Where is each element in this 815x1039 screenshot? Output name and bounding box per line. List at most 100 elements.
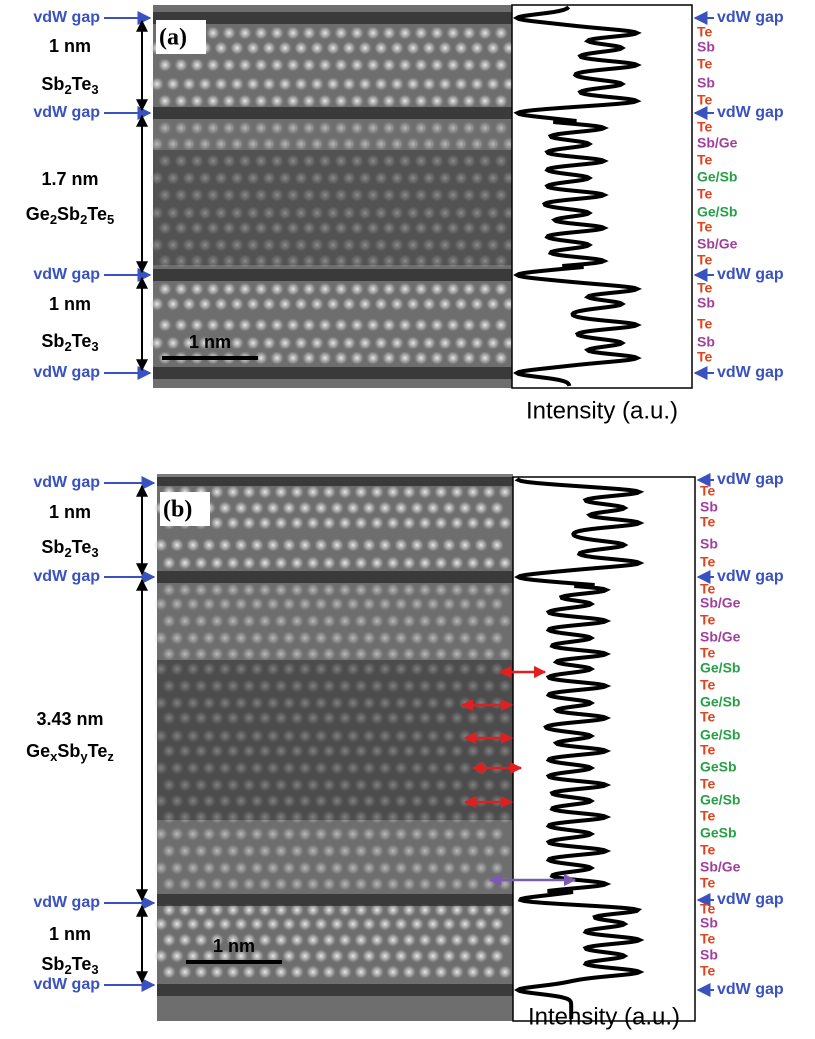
atom-column <box>214 137 228 151</box>
element-label: Te <box>700 963 716 979</box>
atom-column <box>466 711 480 725</box>
atom-column <box>498 933 512 947</box>
element-label: Sb <box>700 536 718 552</box>
atom-column <box>202 949 216 963</box>
atom-column <box>382 221 396 235</box>
atom-column <box>330 631 344 645</box>
atom-column <box>458 597 472 611</box>
atom-column <box>154 917 168 931</box>
atom-column <box>382 254 396 268</box>
atom-column <box>218 794 232 808</box>
atom-column <box>226 516 240 530</box>
atom-column <box>494 351 508 365</box>
atom-column <box>234 949 248 963</box>
atom-column <box>262 336 276 350</box>
atom-column <box>470 238 484 252</box>
atom-column <box>154 631 168 645</box>
atom-column <box>378 538 392 552</box>
atom-column <box>318 282 332 296</box>
atom-column <box>426 827 440 841</box>
atom-column <box>178 844 192 858</box>
atom-column <box>382 188 396 202</box>
atom-column <box>474 631 488 645</box>
atom-column <box>290 647 304 661</box>
atom-column <box>386 877 400 891</box>
atom-column <box>238 154 252 168</box>
atom-column <box>490 501 504 515</box>
atom-column <box>370 679 384 693</box>
atom-column <box>306 903 320 917</box>
formula-part: Te <box>72 954 92 974</box>
atom-column <box>346 917 360 931</box>
atom-column <box>450 903 464 917</box>
atom-column <box>218 597 232 611</box>
atom-column <box>390 41 404 55</box>
atom-column <box>250 761 264 775</box>
atom-column <box>414 188 428 202</box>
atom-column <box>462 188 476 202</box>
atom-column <box>242 614 256 628</box>
atom-column <box>338 556 352 570</box>
atom-column <box>198 171 212 185</box>
atom-column <box>154 696 168 710</box>
atom-column <box>166 77 180 91</box>
atom-column <box>318 26 332 40</box>
atom-column <box>426 662 440 676</box>
atom-column <box>290 711 304 725</box>
atom-column <box>310 137 324 151</box>
atom-column <box>266 696 280 710</box>
atom-column <box>442 827 456 841</box>
atom-column <box>218 501 232 515</box>
atom-column <box>442 696 456 710</box>
atom-column <box>438 137 452 151</box>
atom-column <box>210 556 224 570</box>
atom-column <box>334 351 348 365</box>
formula-subscript: 5 <box>107 212 114 227</box>
atom-column <box>186 794 200 808</box>
atom-column <box>294 77 308 91</box>
atom-column <box>274 877 288 891</box>
atom-column <box>430 94 444 108</box>
atom-column <box>354 810 368 824</box>
atom-column <box>390 238 404 252</box>
atom-column <box>482 711 496 725</box>
atom-column <box>402 679 416 693</box>
atom-column <box>154 827 168 841</box>
atom-column <box>434 844 448 858</box>
atom-column <box>486 336 500 350</box>
atom-column <box>318 121 332 135</box>
atom-column <box>202 631 216 645</box>
atom-column <box>386 810 400 824</box>
atom-column <box>370 583 384 597</box>
atom-column <box>218 729 232 743</box>
atom-column <box>402 744 416 758</box>
atom-column <box>318 154 332 168</box>
element-label: Te <box>697 24 713 40</box>
atom-column <box>346 794 360 808</box>
atom-column <box>262 77 276 91</box>
atom-column <box>386 556 400 570</box>
atom-column <box>230 238 244 252</box>
atom-column <box>466 485 480 499</box>
formula-subscript: x <box>50 749 58 764</box>
atom-column <box>406 206 420 220</box>
atom-column <box>378 761 392 775</box>
atom-column <box>230 41 244 55</box>
atom-column <box>242 711 256 725</box>
atom-column <box>170 597 184 611</box>
atom-column <box>418 965 432 979</box>
atom-column <box>322 679 336 693</box>
atom-column <box>214 41 228 55</box>
atom-column <box>342 171 356 185</box>
atom-column <box>494 282 508 296</box>
atom-column <box>222 154 236 168</box>
atom-column <box>346 949 360 963</box>
atom-column <box>354 903 368 917</box>
atom-column <box>342 297 356 311</box>
atom-column <box>210 778 224 792</box>
atom-column <box>226 903 240 917</box>
atom-column <box>290 516 304 530</box>
atom-column <box>314 662 328 676</box>
atom-column <box>406 137 420 151</box>
atom-column <box>254 282 268 296</box>
